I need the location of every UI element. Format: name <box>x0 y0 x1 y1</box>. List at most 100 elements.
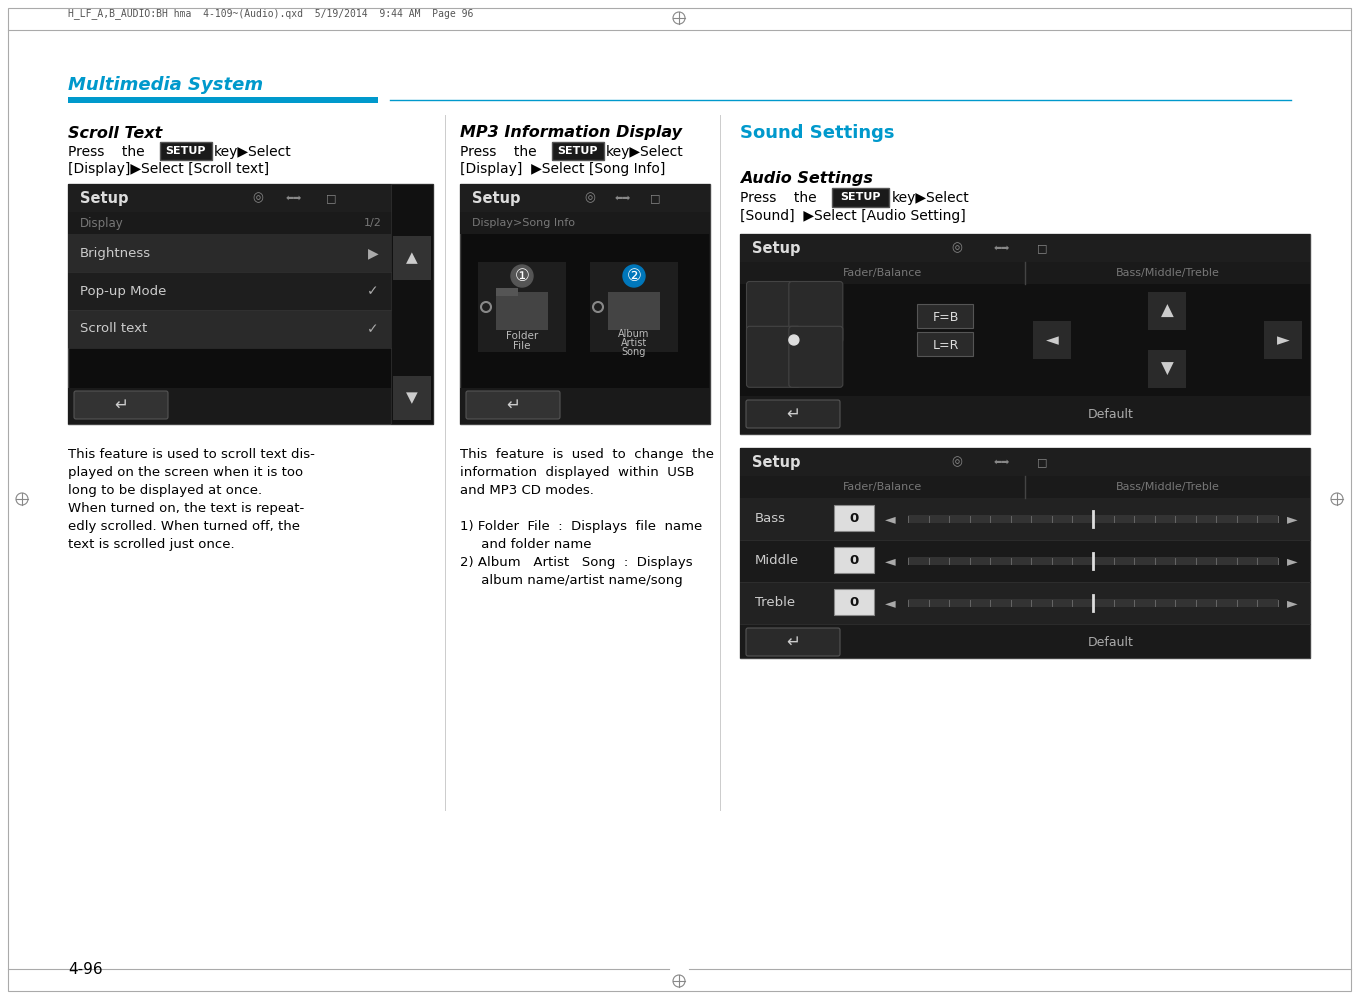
Bar <box>393 376 431 420</box>
Text: Multimedia System: Multimedia System <box>68 76 264 94</box>
Text: key▶Select: key▶Select <box>892 191 970 205</box>
Text: Scroll Text: Scroll Text <box>68 126 162 141</box>
Text: SETUP: SETUP <box>557 146 598 156</box>
Text: Middle: Middle <box>756 554 799 567</box>
Text: Press    the: Press the <box>68 145 144 159</box>
Text: □: □ <box>1037 457 1048 467</box>
Text: ►: ► <box>1287 554 1298 568</box>
Text: [Display]  ▶Select [Song Info]: [Display] ▶Select [Song Info] <box>459 162 666 176</box>
Bar <box>741 624 1310 658</box>
FancyBboxPatch shape <box>746 282 800 343</box>
Text: Fader/Balance: Fader/Balance <box>843 482 923 492</box>
Bar <box>68 212 391 234</box>
Text: ⬅➡: ⬅➡ <box>993 457 1010 467</box>
Text: ▼: ▼ <box>1161 360 1174 378</box>
Bar <box>68 272 391 310</box>
Text: Bass/Middle/Treble: Bass/Middle/Treble <box>1116 268 1219 278</box>
Text: MP3 Information Display: MP3 Information Display <box>459 126 682 141</box>
Bar <box>741 396 1310 434</box>
Text: Treble: Treble <box>756 596 795 609</box>
Bar <box>68 388 391 424</box>
Text: Press    the: Press the <box>459 145 537 159</box>
Bar <box>459 184 709 424</box>
Text: ▼: ▼ <box>406 391 417 406</box>
Text: ◎: ◎ <box>253 192 264 205</box>
Text: □: □ <box>650 193 660 203</box>
FancyBboxPatch shape <box>917 332 973 356</box>
Text: ◎: ◎ <box>951 456 962 469</box>
Bar <box>1148 292 1186 330</box>
FancyBboxPatch shape <box>917 304 973 328</box>
Bar <box>607 292 660 330</box>
Text: Artist: Artist <box>621 338 647 348</box>
Bar <box>741 582 1310 624</box>
Text: album name/artist name/song: album name/artist name/song <box>459 574 682 587</box>
Bar <box>741 540 1310 582</box>
Text: ▶: ▶ <box>368 246 378 260</box>
Bar <box>459 212 709 234</box>
Bar <box>908 599 1277 607</box>
Text: SETUP: SETUP <box>840 193 881 203</box>
Text: ⬅➡: ⬅➡ <box>993 243 1010 253</box>
Bar <box>741 448 1310 476</box>
Bar <box>68 234 391 272</box>
Bar <box>459 388 709 424</box>
Text: This feature is used to scroll text dis-: This feature is used to scroll text dis- <box>68 448 315 461</box>
Text: ①: ① <box>515 267 530 285</box>
Bar <box>68 184 434 424</box>
Text: Bass: Bass <box>756 512 786 525</box>
Text: ◄: ◄ <box>885 596 896 610</box>
Text: ⬅➡: ⬅➡ <box>287 193 303 203</box>
Text: played on the screen when it is too: played on the screen when it is too <box>68 466 303 479</box>
Bar <box>741 476 1310 498</box>
Text: 0: 0 <box>849 554 859 567</box>
Text: 2) Album   Artist   Song  :  Displays: 2) Album Artist Song : Displays <box>459 556 693 569</box>
Circle shape <box>622 265 646 287</box>
Text: ◄: ◄ <box>1045 331 1059 349</box>
Text: Brightness: Brightness <box>80 247 151 260</box>
Text: Fader/Balance: Fader/Balance <box>843 268 923 278</box>
Bar <box>908 515 1277 523</box>
Text: Scroll text: Scroll text <box>80 323 147 336</box>
Bar <box>393 236 431 280</box>
Text: Folder: Folder <box>506 331 538 341</box>
Text: Audio Settings: Audio Settings <box>741 171 872 186</box>
FancyBboxPatch shape <box>788 282 843 343</box>
FancyBboxPatch shape <box>746 327 800 388</box>
Bar <box>1033 321 1071 359</box>
Text: Display>Song Info: Display>Song Info <box>472 218 575 228</box>
Text: Default: Default <box>1087 408 1133 421</box>
Bar <box>496 288 518 296</box>
Text: and folder name: and folder name <box>459 538 591 551</box>
Bar <box>68 97 378 103</box>
Text: Display: Display <box>80 217 124 230</box>
Text: ✓: ✓ <box>367 284 379 298</box>
Text: ⬅➡: ⬅➡ <box>614 193 631 203</box>
FancyBboxPatch shape <box>834 589 874 615</box>
Text: [Display]▶Select [Scroll text]: [Display]▶Select [Scroll text] <box>68 162 269 176</box>
Bar <box>391 184 434 424</box>
Bar <box>741 498 1310 540</box>
Text: Default: Default <box>1087 635 1133 648</box>
Text: Setup: Setup <box>472 191 520 206</box>
Bar <box>590 262 678 352</box>
Bar <box>741 234 1310 434</box>
FancyBboxPatch shape <box>466 391 560 419</box>
Text: When turned on, the text is repeat-: When turned on, the text is repeat- <box>68 502 304 515</box>
Text: 4-96: 4-96 <box>68 961 103 976</box>
Text: ↵: ↵ <box>114 396 128 414</box>
Text: [Sound]  ▶Select [Audio Setting]: [Sound] ▶Select [Audio Setting] <box>741 209 966 223</box>
Circle shape <box>788 335 799 345</box>
Bar <box>741 448 1310 658</box>
Text: ②: ② <box>626 267 641 285</box>
Text: ↵: ↵ <box>786 405 800 423</box>
Bar <box>908 557 1277 565</box>
Text: 1) Folder  File  :  Displays  file  name: 1) Folder File : Displays file name <box>459 520 703 533</box>
Text: ►: ► <box>1287 596 1298 610</box>
FancyBboxPatch shape <box>746 400 840 428</box>
Text: ◎: ◎ <box>584 192 595 205</box>
Text: SETUP: SETUP <box>166 146 207 156</box>
Text: File: File <box>514 341 531 351</box>
Text: Sound Settings: Sound Settings <box>741 124 894 142</box>
Text: ↵: ↵ <box>786 633 800 651</box>
